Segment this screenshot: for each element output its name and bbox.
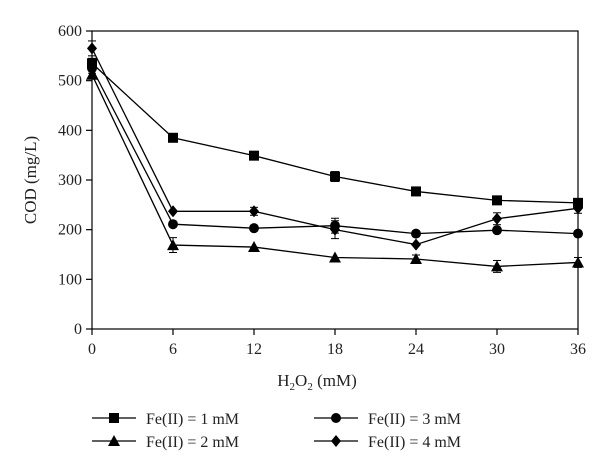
series-group xyxy=(86,40,584,273)
ticks: 0 100 200 300 400 500 600 0 6 12 18 24 30 36 xyxy=(58,23,586,358)
data-point xyxy=(572,256,584,268)
data-point xyxy=(492,212,502,225)
y-axis-title: COD (mg/L) xyxy=(21,136,40,224)
data-point xyxy=(492,225,502,236)
x-axis-title: H2O2 (mM) xyxy=(277,371,356,393)
series-4 xyxy=(87,40,583,251)
legend-marker xyxy=(331,435,341,447)
legend-marker xyxy=(109,413,119,423)
legend-label: Fe(II) = 2 mM xyxy=(146,434,239,451)
data-point xyxy=(330,223,340,236)
y-tick-label: 500 xyxy=(58,73,82,90)
x-tick-label: 18 xyxy=(327,341,343,358)
y-tick-label: 600 xyxy=(58,23,82,40)
data-point xyxy=(248,241,260,253)
legend-label: Fe(II) = 3 mM xyxy=(368,411,461,428)
data-point xyxy=(249,150,259,161)
legend-marker xyxy=(331,413,341,423)
data-point xyxy=(573,228,583,239)
x-tick-label: 24 xyxy=(408,341,424,358)
data-point xyxy=(87,42,97,55)
y-tick-label: 100 xyxy=(58,271,82,288)
x-tick-label: 6 xyxy=(169,341,177,358)
x-tick-label: 36 xyxy=(570,341,586,358)
legend-item: Fe(II) = 2 mM xyxy=(92,434,239,451)
legend-label: Fe(II) = 4 mM xyxy=(368,434,461,451)
x-axis-title-base: H xyxy=(277,371,289,390)
data-point xyxy=(411,186,421,197)
data-point xyxy=(249,223,259,234)
data-point xyxy=(168,205,178,218)
data-point xyxy=(168,132,178,143)
legend-item: Fe(II) = 3 mM xyxy=(314,411,461,428)
series-1 xyxy=(87,57,583,208)
legend: Fe(II) = 1 mM Fe(II) = 2 mM Fe(II) = 3 mM F… xyxy=(92,411,461,451)
legend-item: Fe(II) = 4 mM xyxy=(314,434,461,451)
legend-marker xyxy=(108,435,120,446)
data-point xyxy=(410,252,422,264)
series-line xyxy=(91,48,579,246)
series-line xyxy=(91,67,579,235)
x-axis-title-sub2: 2 xyxy=(307,381,313,393)
series-3 xyxy=(87,62,583,239)
data-point xyxy=(492,195,502,206)
series-2 xyxy=(86,68,584,273)
data-point xyxy=(167,239,179,251)
data-point xyxy=(249,205,259,218)
y-tick-label: 400 xyxy=(58,122,82,139)
x-axis-title-mid: O xyxy=(295,371,307,390)
x-tick-label: 12 xyxy=(246,341,262,358)
y-tick-label: 300 xyxy=(58,172,82,189)
x-axis-title-sub1: 2 xyxy=(290,381,296,393)
data-point xyxy=(411,228,421,239)
data-point xyxy=(491,260,503,272)
data-point xyxy=(573,202,583,215)
data-point xyxy=(330,171,340,182)
y-tick-label: 200 xyxy=(58,222,82,239)
data-point xyxy=(411,238,421,251)
legend-item: Fe(II) = 1 mM xyxy=(92,411,239,428)
data-point xyxy=(168,219,178,230)
y-tick-label: 0 xyxy=(74,321,82,338)
legend-label: Fe(II) = 1 mM xyxy=(146,411,239,428)
x-tick-label: 0 xyxy=(88,341,96,358)
x-tick-label: 30 xyxy=(489,341,505,358)
data-point xyxy=(87,63,97,74)
data-point xyxy=(86,68,98,80)
data-point xyxy=(329,251,341,263)
x-axis-title-tail: (mM) xyxy=(313,371,357,390)
